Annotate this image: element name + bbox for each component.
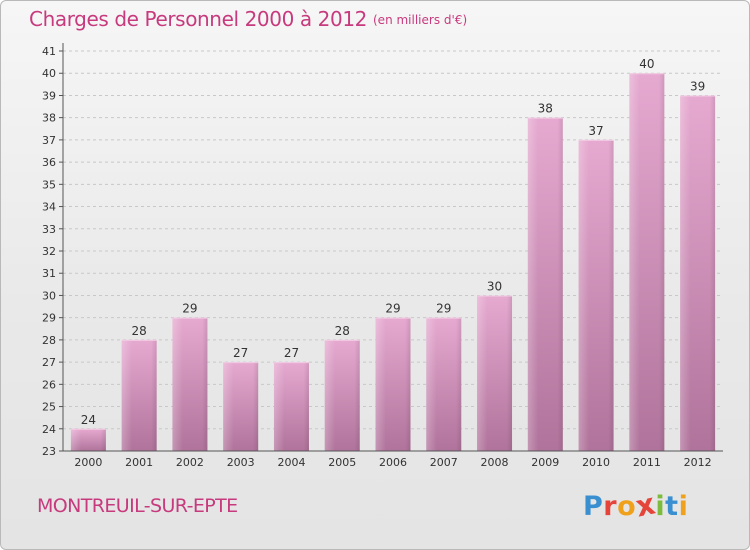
y-tick-label: 26 [42,378,56,391]
data-label: 37 [588,124,603,138]
bar-sheen [527,117,563,452]
x-tick-label: 2003 [227,456,255,469]
data-label: 24 [81,413,96,427]
logo-letter: i [678,491,689,522]
data-label: 27 [284,346,299,360]
bar-sheen [375,317,411,451]
y-tick-label: 35 [42,178,56,191]
bar-sheen [324,339,360,451]
bar-sheen [223,362,259,451]
logo-letter: i [655,491,666,522]
chart-title: Charges de Personnel 2000 à 2012 [29,7,367,31]
x-tick-label: 2008 [481,456,509,469]
data-label: 40 [639,57,654,71]
x-tick-label: 2010 [582,456,610,469]
x-tick-label: 2000 [74,456,102,469]
data-label: 29 [436,302,451,316]
bar-sheen [578,139,614,451]
y-tick-label: 28 [42,334,56,347]
y-tick-label: 33 [42,223,56,236]
data-label: 30 [487,279,502,293]
logo-letter: o [617,491,637,522]
x-tick-label: 2002 [176,456,204,469]
x-tick-label: 2001 [125,456,153,469]
data-label: 39 [690,79,705,93]
data-label: 28 [335,324,350,338]
bar-sheen [680,95,716,451]
y-tick-label: 41 [42,45,56,58]
y-tick-label: 31 [42,267,56,280]
bar-sheen [273,362,309,451]
bar-sheen [172,317,208,451]
y-tick-label: 32 [42,245,56,258]
bar-sheen [70,428,106,451]
y-tick-label: 37 [42,134,56,147]
y-tick-label: 23 [42,445,56,458]
data-label: 29 [385,302,400,316]
data-label: 28 [132,324,147,338]
data-label: 27 [233,346,248,360]
x-tick-label: 2006 [379,456,407,469]
data-label: 29 [182,302,197,316]
x-tick-label: 2011 [633,456,661,469]
bars [70,73,716,452]
chart-subtitle: (en milliers d'€) [373,13,468,27]
x-tick-label: 2009 [531,456,559,469]
y-tick-label: 36 [42,156,56,169]
axes [62,43,723,452]
x-tick-label: 2005 [328,456,356,469]
x-tick-label: 2007 [430,456,458,469]
bar-sheen [477,295,513,451]
y-axis-ticks: 23 24 25 26 27 28 29 30 31 32 33 34 35 36 37 38 39 40 41 [42,45,63,458]
y-tick-label: 30 [42,289,56,302]
bar-sheen [629,73,665,451]
y-tick-label: 24 [42,423,56,436]
x-tick-label: 2012 [684,456,712,469]
y-tick-label: 34 [42,201,56,214]
data-label: 38 [538,102,553,116]
data-labels: 24 28 29 27 27 28 29 29 30 38 37 40 39 [81,57,706,427]
y-tick-label: 25 [42,401,56,414]
commune-name: MONTREUIL-SUR-EPTE [37,495,238,517]
y-tick-label: 39 [42,89,56,102]
y-tick-label: 27 [42,356,56,369]
logo-letter: r [603,491,618,522]
proxiti-logo: Proxiti [583,486,689,523]
logo-letter: P [583,491,604,522]
y-tick-label: 38 [42,112,56,125]
x-tick-label: 2004 [277,456,305,469]
logo-letter: t [665,491,679,522]
y-tick-label: 29 [42,312,56,325]
bar-sheen [426,317,462,451]
bar-sheen [121,339,157,451]
y-tick-label: 40 [42,67,56,80]
x-axis-ticks: 2000 2001 2002 2003 2004 2005 2006 2007 2008 2009… [74,456,711,469]
